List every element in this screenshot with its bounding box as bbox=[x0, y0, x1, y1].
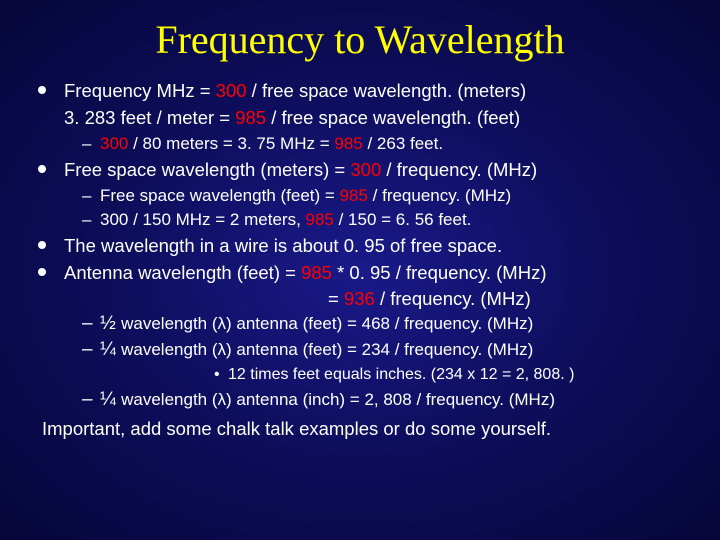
text: / 150 = 6. 56 feet. bbox=[334, 210, 472, 229]
text: ¼ bbox=[100, 339, 121, 360]
text: * 0. 95 / frequency. (MHz) bbox=[332, 262, 547, 283]
bullet-icon bbox=[38, 165, 46, 173]
bullet-level1: Antenna wavelength (feet) = 985 * 0. 95 … bbox=[38, 261, 682, 286]
highlight-text: 985 bbox=[235, 107, 266, 128]
highlight-text: 985 bbox=[340, 186, 368, 205]
dash-icon: – bbox=[82, 311, 93, 337]
highlight-text: 985 bbox=[334, 134, 362, 153]
text: ¼ bbox=[100, 389, 121, 410]
highlight-text: 300 bbox=[100, 134, 128, 153]
bullet-level2: –Free space wavelength (feet) = 985 / fr… bbox=[38, 185, 682, 208]
text: = bbox=[328, 288, 344, 309]
dash-icon: – bbox=[82, 337, 93, 363]
bullet-level1: The wavelength in a wire is about 0. 95 … bbox=[38, 234, 682, 259]
text: Free space wavelength (meters) = bbox=[64, 159, 350, 180]
text: ½ bbox=[100, 313, 121, 334]
bullet-level2: –¼ wavelength (λ) antenna (feet) = 234 /… bbox=[38, 337, 682, 363]
dash-icon: – bbox=[82, 185, 91, 208]
bullet-level1: 3. 283 feet / meter = 985 / free space w… bbox=[38, 106, 682, 131]
highlight-text: 985 bbox=[306, 210, 334, 229]
bullet-level2: –½ wavelength (λ) antenna (feet) = 468 /… bbox=[38, 311, 682, 337]
text: / frequency. (MHz) bbox=[368, 186, 511, 205]
bullet-level1: Free space wavelength (meters) = 300 / f… bbox=[38, 158, 682, 183]
text: 12 times feet equals inches. (234 x 12 =… bbox=[228, 366, 574, 383]
bullet-level2: –300 / 150 MHz = 2 meters, 985 / 150 = 6… bbox=[38, 209, 682, 232]
dash-icon: – bbox=[82, 209, 91, 232]
text: Antenna wavelength (feet) = bbox=[64, 262, 301, 283]
text: / free space wavelength. (feet) bbox=[266, 107, 520, 128]
bullet-icon bbox=[38, 241, 46, 249]
bullet-level1: Frequency MHz = 300 / free space wavelen… bbox=[38, 79, 682, 104]
bullet-level2: –¼ wavelength (λ) antenna (inch) = 2, 80… bbox=[38, 387, 682, 413]
highlight-text: 300 bbox=[350, 159, 381, 180]
bullet-icon bbox=[38, 268, 46, 276]
text: The wavelength in a wire is about 0. 95 … bbox=[64, 235, 502, 256]
bullet-icon bbox=[38, 86, 46, 94]
highlight-text: 300 bbox=[216, 80, 247, 101]
text: / 263 feet. bbox=[363, 134, 443, 153]
text: 3. 283 feet / meter = bbox=[64, 107, 235, 128]
text: wavelength (λ) antenna (feet) = 234 / fr… bbox=[121, 340, 533, 359]
text: wavelength (λ) antenna (feet) = 468 / fr… bbox=[121, 314, 533, 333]
text: / free space wavelength. (meters) bbox=[247, 80, 527, 101]
page-title: Frequency to Wavelength bbox=[0, 0, 720, 77]
bullet-level3: • 12 times feet equals inches. (234 x 12 … bbox=[38, 364, 682, 386]
text: Frequency MHz = bbox=[64, 80, 216, 101]
continuation-line: = 936 / frequency. (MHz) bbox=[38, 288, 682, 310]
text: / frequency. (MHz) bbox=[381, 159, 537, 180]
text: / 80 meters = 3. 75 MHz = bbox=[128, 134, 334, 153]
text: wavelength (λ) antenna (inch) = 2, 808 /… bbox=[121, 390, 555, 409]
highlight-text: 985 bbox=[301, 262, 332, 283]
text: Free space wavelength (feet) = bbox=[100, 186, 340, 205]
content-body: Frequency MHz = 300 / free space wavelen… bbox=[0, 79, 720, 440]
dash-icon: – bbox=[82, 387, 93, 413]
bullet-level2: –300 / 80 meters = 3. 75 MHz = 985 / 263… bbox=[38, 133, 682, 156]
dot-icon: • bbox=[214, 364, 220, 386]
important-note: Important, add some chalk talk examples … bbox=[38, 418, 682, 440]
text: 300 / 150 MHz = 2 meters, bbox=[100, 210, 306, 229]
highlight-text: 936 bbox=[344, 288, 375, 309]
dash-icon: – bbox=[82, 133, 91, 156]
text: / frequency. (MHz) bbox=[375, 288, 531, 309]
